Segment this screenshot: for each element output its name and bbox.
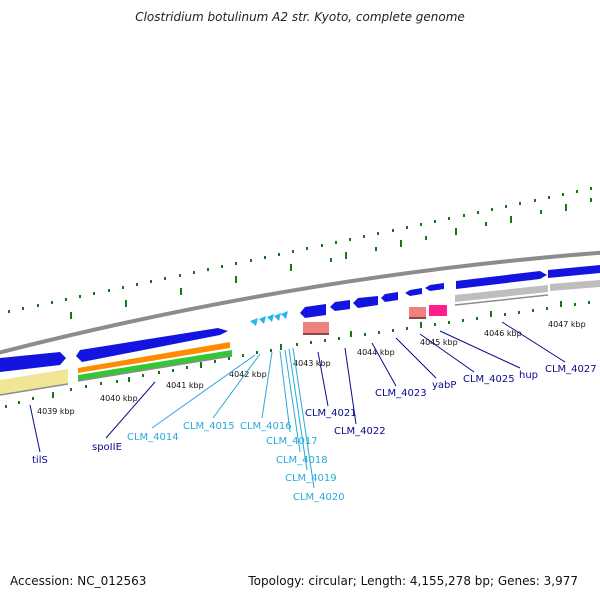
genome-backbone: [0, 250, 600, 355]
middle-tick-row: [70, 198, 592, 319]
gene-label-clm4016: CLM_4016: [240, 421, 292, 432]
scale-label-4044: 4044 kbp: [357, 348, 395, 357]
scale-label-4043: 4043 kbp: [293, 359, 331, 368]
gene-hup-feature: [405, 265, 600, 296]
gene-tils-feature: [0, 352, 69, 396]
gene-label-clm4017: CLM_4017: [266, 436, 318, 447]
gene-label-hup: hup: [519, 370, 538, 381]
gene-label-clm4027: CLM_4027: [545, 364, 597, 375]
gene-yabp-feature: [303, 305, 447, 335]
gene-spoiie-feature: [76, 328, 233, 382]
scale-label-4042: 4042 kbp: [229, 370, 267, 379]
accession-text: Accession: NC_012563: [10, 574, 147, 588]
gene-label-clm4018: CLM_4018: [276, 455, 328, 466]
scale-label-4045: 4045 kbp: [420, 338, 458, 347]
gene-label-clm4015: CLM_4015: [183, 421, 235, 432]
gene-clm4027-feature: [454, 280, 600, 306]
gene-label-clm4019: CLM_4019: [285, 473, 337, 484]
gene-label-yabp: yabP: [432, 380, 456, 391]
scale-label-4039: 4039 kbp: [37, 407, 75, 416]
leader-lines-cyan: [151, 347, 315, 489]
map-title: Clostridium botulinum A2 str. Kyoto, com…: [135, 10, 465, 24]
gene-clm4021-feature: [300, 292, 398, 318]
gene-label-clm4025: CLM_4025: [463, 374, 515, 385]
scale-tick-row: [5, 301, 590, 408]
scale-label-4046: 4046 kbp: [484, 329, 522, 338]
outer-tick-row: [8, 187, 592, 313]
gene-label-clm4014: CLM_4014: [127, 432, 179, 443]
gene-label-clm4020: CLM_4020: [293, 492, 345, 503]
scale-label-4041: 4041 kbp: [166, 381, 204, 390]
gene-label-clm4022: CLM_4022: [334, 426, 386, 437]
gene-label-tils: tilS: [32, 455, 48, 466]
gene-label-spoiie: spoIIE: [92, 442, 122, 453]
gene-clm4015-4020-features: [250, 311, 288, 326]
gene-label-clm4021: CLM_4021: [305, 408, 357, 419]
genome-summary-text: Topology: circular; Length: 4,155,278 bp…: [248, 574, 578, 588]
gene-label-clm4023: CLM_4023: [375, 388, 427, 399]
scale-label-4047: 4047 kbp: [548, 320, 586, 329]
leader-lines-dark: [29, 321, 566, 453]
scale-label-4040: 4040 kbp: [100, 394, 138, 403]
